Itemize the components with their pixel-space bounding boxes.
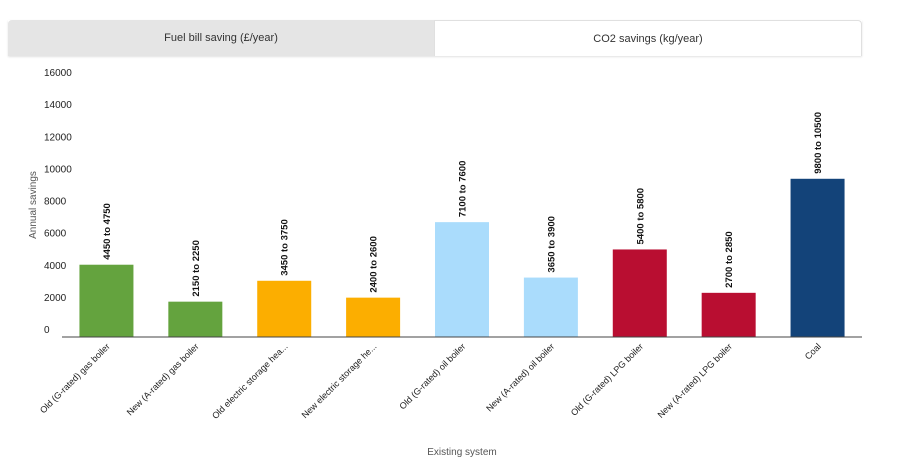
y-tick-label: 12000 xyxy=(44,132,72,143)
bar-series: 4450 to 4750 2150 to 2250 3450 to 3750 2400… xyxy=(79,112,845,337)
bar[interactable] xyxy=(701,292,756,337)
tab-co2-savings-label: CO2 savings (kg/year) xyxy=(593,32,703,45)
bar[interactable] xyxy=(790,178,845,337)
bar[interactable] xyxy=(523,277,578,337)
y-tick-label: 10000 xyxy=(44,164,72,175)
x-tick-label: New (A-rated) gas boiler xyxy=(125,341,201,417)
bar[interactable] xyxy=(168,301,223,337)
tab-co2-savings[interactable]: CO2 savings (kg/year) xyxy=(434,20,862,56)
bar-data-label: 9800 to 10500 xyxy=(813,112,824,174)
bar-data-label: 2400 to 2600 xyxy=(369,236,380,293)
y-tick-label: 16000 xyxy=(44,68,72,79)
y-axis-ticks: 0 2000 4000 6000 8000 10000 12000 14000 16000 xyxy=(44,68,72,336)
bar-data-label: 2150 to 2250 xyxy=(191,240,202,297)
x-tick-label: New electric storage he... xyxy=(300,341,379,420)
y-tick-label: 14000 xyxy=(44,100,72,111)
x-tick-label: Coal xyxy=(803,341,823,361)
bar-data-label: 3650 to 3900 xyxy=(546,216,557,273)
bar-data-label: 3450 to 3750 xyxy=(280,219,291,276)
y-tick-label: 4000 xyxy=(44,261,67,272)
y-tick-label: 6000 xyxy=(44,229,67,240)
y-tick-label: 2000 xyxy=(44,293,67,304)
y-tick-label: 0 xyxy=(44,325,50,336)
x-tick-label: New (A-rated) oil boiler xyxy=(484,341,556,413)
bar-data-label: 5400 to 5800 xyxy=(635,188,646,245)
x-tick-label: Old (G-rated) oil boiler xyxy=(397,341,467,411)
tab-bar: Fuel bill saving (£/year) CO2 savings (k… xyxy=(8,20,862,56)
x-axis-ticks: Old (G-rated) gas boiler New (A-rated) ga… xyxy=(38,341,823,421)
y-tick-label: 8000 xyxy=(44,197,67,208)
tab-fuel-bill-saving-label: Fuel bill saving (£/year) xyxy=(164,32,278,44)
bar[interactable] xyxy=(346,297,401,337)
bar[interactable] xyxy=(435,222,489,337)
bar-data-label: 2700 to 2850 xyxy=(724,231,735,288)
bar[interactable] xyxy=(257,280,312,337)
x-tick-label: Old electric storage hea... xyxy=(210,341,290,421)
bar[interactable] xyxy=(612,249,667,337)
x-tick-label: Old (G-rated) gas boiler xyxy=(38,341,112,415)
bar[interactable] xyxy=(79,264,134,337)
x-tick-label: Old (G-rated) LPG boiler xyxy=(569,341,645,417)
bar-data-label: 4450 to 4750 xyxy=(102,203,113,260)
tab-fuel-bill-saving[interactable]: Fuel bill saving (£/year) xyxy=(8,20,434,56)
bar-data-label: 7100 to 7600 xyxy=(458,161,469,218)
y-axis-title: Annual savings xyxy=(28,171,39,239)
x-tick-label: New (A-rated) LPG boiler xyxy=(656,341,735,420)
x-axis-title: Existing system xyxy=(427,447,496,458)
